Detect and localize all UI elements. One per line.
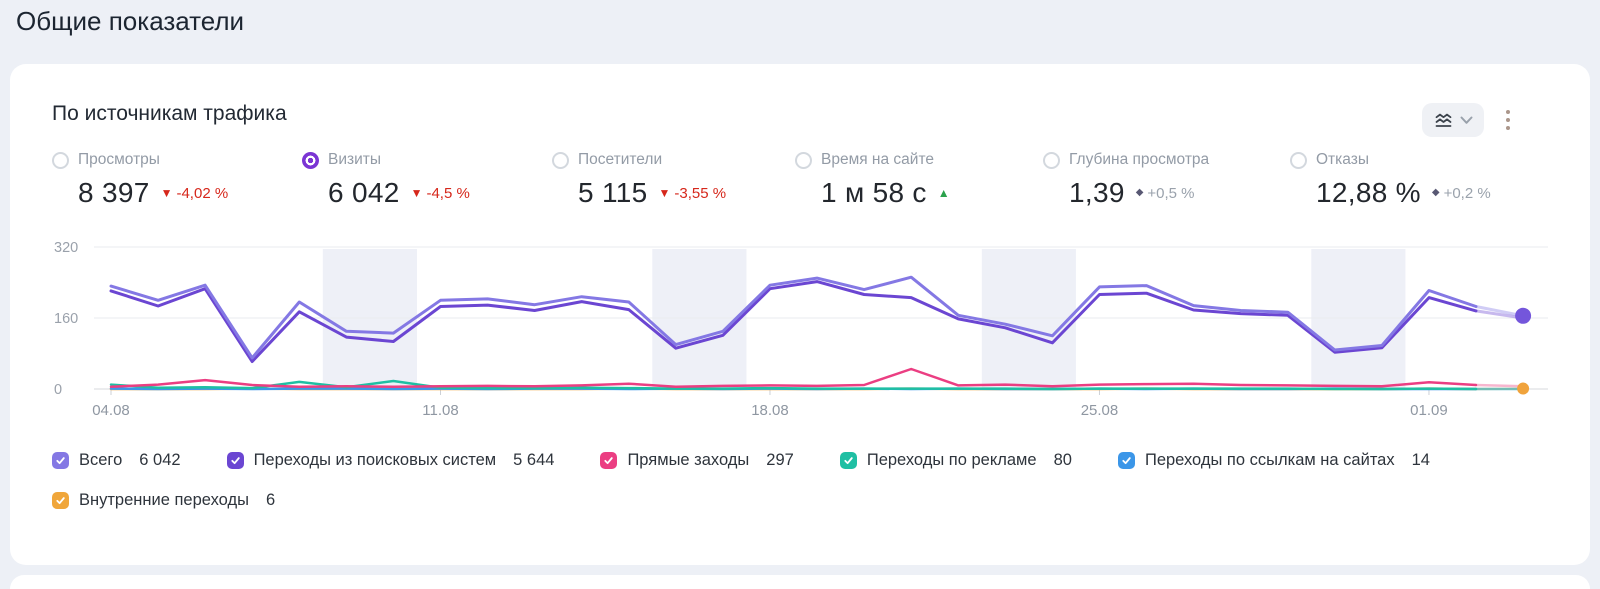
trend-down-icon: ▼	[160, 186, 173, 200]
svg-text:11.08: 11.08	[422, 402, 458, 419]
metric-value: 6 042	[328, 177, 400, 208]
metric-radio[interactable]	[1290, 151, 1307, 169]
metric-radio[interactable]	[552, 151, 569, 169]
chart-area: 0 160 320 04.08 11.08 18.08 25.08 01.09	[10, 235, 1590, 435]
legend-item-total[interactable]: Всего 6 042	[52, 451, 181, 470]
legend-label: Всего	[79, 451, 123, 469]
trend-down-icon: ▼	[658, 186, 671, 200]
svg-text:160: 160	[54, 311, 78, 327]
checkmark-icon	[56, 497, 65, 505]
chart-legend: Всего 6 042 Переходы из поисковых систем…	[52, 451, 1430, 470]
legend-item-search[interactable]: Переходы из поисковых систем 5 644	[226, 451, 555, 470]
svg-text:25.08: 25.08	[1081, 402, 1119, 419]
trend-flat-icon: ◆	[1431, 187, 1440, 198]
legend-item-site-links[interactable]: Переходы по ссылкам на сайтах 14	[1117, 451, 1430, 470]
legend-item-direct[interactable]: Прямые заходы 297	[600, 451, 794, 470]
chart-legend-row2: Внутренние переходы 6	[52, 491, 275, 510]
svg-text:0: 0	[54, 382, 62, 398]
metric-delta: -4,02 %	[176, 184, 229, 202]
page-title: Общие показатели	[16, 6, 245, 36]
metric-tab-visits[interactable]: Визиты 6 042 ▼ -4,5 %	[302, 150, 547, 209]
metric-label: Посетители	[578, 151, 663, 168]
legend-value: 14	[1411, 451, 1430, 469]
wavy-lines-icon	[1434, 111, 1453, 130]
legend-label: Прямые заходы	[627, 451, 750, 469]
end-marker	[1517, 382, 1530, 395]
metric-delta: -3,55 %	[674, 184, 727, 202]
kebab-menu-icon[interactable]	[1498, 104, 1518, 136]
metric-value: 1 м 58 с	[821, 177, 927, 208]
metric-radio[interactable]	[302, 151, 319, 169]
weekend-bands	[322, 249, 1406, 389]
metric-value: 12,88 %	[1316, 177, 1421, 208]
card-title: По источникам трафика	[52, 102, 287, 125]
legend-item-internal[interactable]: Внутренние переходы 6	[52, 491, 275, 510]
chevron-down-icon	[1460, 116, 1473, 125]
metric-tab-depth[interactable]: Глубина просмотра 1,39 ◆ +0,5 %	[1043, 150, 1288, 209]
metric-label: Глубина просмотра	[1069, 151, 1210, 168]
metric-delta: +0,2 %	[1443, 184, 1491, 202]
svg-text:01.09: 01.09	[1410, 402, 1448, 419]
legend-label: Переходы по рекламе	[866, 451, 1037, 469]
metric-label: Время на сайте	[821, 151, 934, 168]
trend-up-icon: ▲	[937, 186, 950, 200]
legend-checkbox[interactable]	[226, 452, 244, 469]
metric-label: Отказы	[1316, 151, 1369, 168]
metric-tab-visitors[interactable]: Посетители 5 115 ▼ -3,55 %	[552, 150, 797, 209]
legend-label: Переходы из поисковых систем	[253, 451, 497, 469]
trend-down-icon: ▼	[410, 186, 423, 200]
metric-value: 1,39	[1069, 177, 1125, 208]
svg-text:04.08: 04.08	[92, 402, 130, 419]
metric-tab-time-on-site[interactable]: Время на сайте 1 м 58 с ▲	[795, 150, 1040, 209]
metric-radio[interactable]	[1043, 151, 1060, 169]
trend-flat-icon: ◆	[1135, 187, 1144, 198]
legend-value: 5 644	[513, 451, 555, 469]
metric-radio[interactable]	[795, 151, 812, 169]
legend-checkbox[interactable]	[1117, 452, 1135, 469]
metric-delta: +0,5 %	[1147, 184, 1195, 202]
metric-label: Визиты	[328, 151, 382, 168]
legend-checkbox[interactable]	[52, 452, 69, 469]
metric-value: 8 397	[78, 177, 150, 208]
metric-delta: -4,5 %	[426, 184, 470, 202]
legend-value: 297	[766, 451, 794, 469]
legend-label: Внутренние переходы	[79, 491, 249, 509]
metric-tab-bounce[interactable]: Отказы 12,88 % ◆ +0,2 %	[1290, 150, 1535, 209]
svg-text:18.08: 18.08	[751, 402, 789, 419]
metric-radio[interactable]	[52, 151, 69, 169]
legend-value: 6	[265, 491, 276, 509]
legend-item-ads[interactable]: Переходы по рекламе 80	[839, 451, 1072, 470]
checkmark-icon	[604, 457, 614, 465]
svg-text:320: 320	[54, 240, 78, 256]
end-marker	[1515, 307, 1532, 324]
checkmark-icon	[230, 457, 240, 465]
traffic-sources-chart: 0 160 320 04.08 11.08 18.08 25.08 01.09	[54, 240, 1548, 419]
metric-tab-views[interactable]: Просмотры 8 397 ▼ -4,02 %	[52, 150, 297, 209]
metric-tabs: Просмотры 8 397 ▼ -4,02 % Визиты 6 042 ▼…	[10, 150, 1590, 222]
x-axis: 04.08 11.08 18.08 25.08 01.09	[92, 389, 1448, 419]
next-card-top-edge	[10, 575, 1590, 589]
metric-label: Просмотры	[78, 151, 160, 168]
series-line-2	[109, 367, 1525, 389]
traffic-sources-card: По источникам трафика Просмотры 8 397	[10, 64, 1590, 565]
checkmark-icon	[1122, 457, 1131, 465]
metric-value: 5 115	[578, 177, 648, 208]
legend-checkbox[interactable]	[600, 452, 618, 469]
legend-value: 80	[1053, 451, 1072, 469]
legend-value: 6 042	[139, 451, 181, 469]
checkmark-icon	[56, 457, 65, 465]
chart-type-button[interactable]	[1422, 103, 1484, 137]
checkmark-icon	[844, 457, 853, 465]
legend-label: Переходы по ссылкам на сайтах	[1144, 451, 1395, 469]
legend-checkbox[interactable]	[839, 452, 857, 469]
legend-checkbox[interactable]	[52, 492, 69, 509]
